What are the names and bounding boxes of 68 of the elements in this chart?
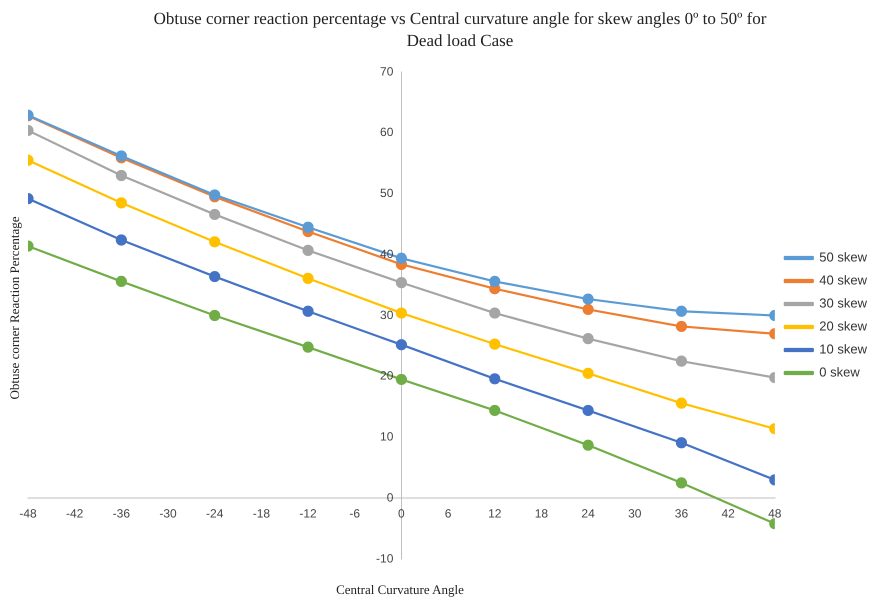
point	[582, 440, 594, 451]
point	[676, 477, 688, 489]
point	[209, 236, 220, 248]
point	[302, 306, 314, 317]
point	[396, 252, 408, 264]
x-tick-label: 0	[398, 506, 406, 520]
point	[396, 277, 408, 288]
point	[209, 208, 220, 220]
x-tick-label: -24	[206, 506, 224, 520]
point	[676, 320, 688, 332]
point	[582, 368, 594, 379]
x-tick-label: 42	[721, 506, 736, 520]
point	[209, 270, 220, 282]
point	[489, 373, 500, 384]
point	[676, 356, 688, 367]
point	[489, 404, 500, 416]
x-axis-title: Central Curvature Angle	[335, 582, 465, 598]
y-tick-label: 10	[380, 430, 394, 444]
legend-label: 10 skew	[819, 342, 868, 357]
legend-label: 0 skew	[819, 364, 860, 380]
x-tick-label: -42	[66, 506, 84, 520]
x-tick-label: 24	[581, 506, 596, 520]
y-tick-label: 30	[380, 308, 394, 322]
point	[302, 272, 314, 284]
point	[676, 306, 688, 317]
point	[302, 244, 314, 256]
point	[396, 374, 408, 386]
x-tick-label: -12	[299, 506, 318, 520]
point	[116, 234, 127, 246]
x-tick-label: -48	[19, 506, 37, 520]
point	[676, 398, 688, 409]
x-tick-label: 6	[444, 506, 452, 520]
legend-label: 50 skew	[819, 250, 868, 265]
y-tick-label: 50	[380, 186, 394, 200]
x-tick-label: -18	[252, 506, 270, 520]
point	[302, 342, 314, 353]
y-tick-label: 60	[380, 125, 394, 140]
point	[116, 276, 127, 288]
point	[489, 338, 500, 350]
x-tick-label: -30	[159, 506, 178, 520]
x-tick-label: 30	[628, 506, 642, 520]
point	[116, 170, 127, 182]
y-tick-label: -10	[376, 551, 394, 566]
point	[302, 222, 314, 233]
point	[582, 404, 594, 416]
point	[116, 197, 127, 208]
x-tick-label: 12	[488, 506, 502, 520]
point	[396, 339, 408, 350]
y-tick-label: 0	[386, 490, 394, 504]
point	[582, 333, 594, 344]
y-axis-title: Obtuse corner Reaction Percentage	[7, 216, 23, 402]
legend-label: 20 skew	[819, 318, 868, 334]
x-tick-label: -36	[112, 506, 130, 520]
x-tick-label: 36	[674, 506, 688, 520]
chart-title: Obtuse corner reaction percentage vs Central curvature angle for skew angles 0º to 50º for Dead load Case	[152, 8, 768, 52]
point	[582, 293, 594, 305]
point	[489, 276, 500, 288]
point	[582, 304, 594, 316]
legend-label: 30 skew	[819, 296, 868, 311]
x-tick-label: -6	[349, 506, 360, 520]
legend-label: 40 skew	[819, 272, 868, 288]
point	[396, 307, 408, 319]
x-tick-label: 18	[534, 506, 548, 520]
point	[676, 437, 688, 448]
point	[209, 310, 220, 322]
point	[489, 307, 500, 319]
y-tick-label: 70	[380, 64, 394, 78]
x-tick-label: 48	[768, 506, 782, 520]
